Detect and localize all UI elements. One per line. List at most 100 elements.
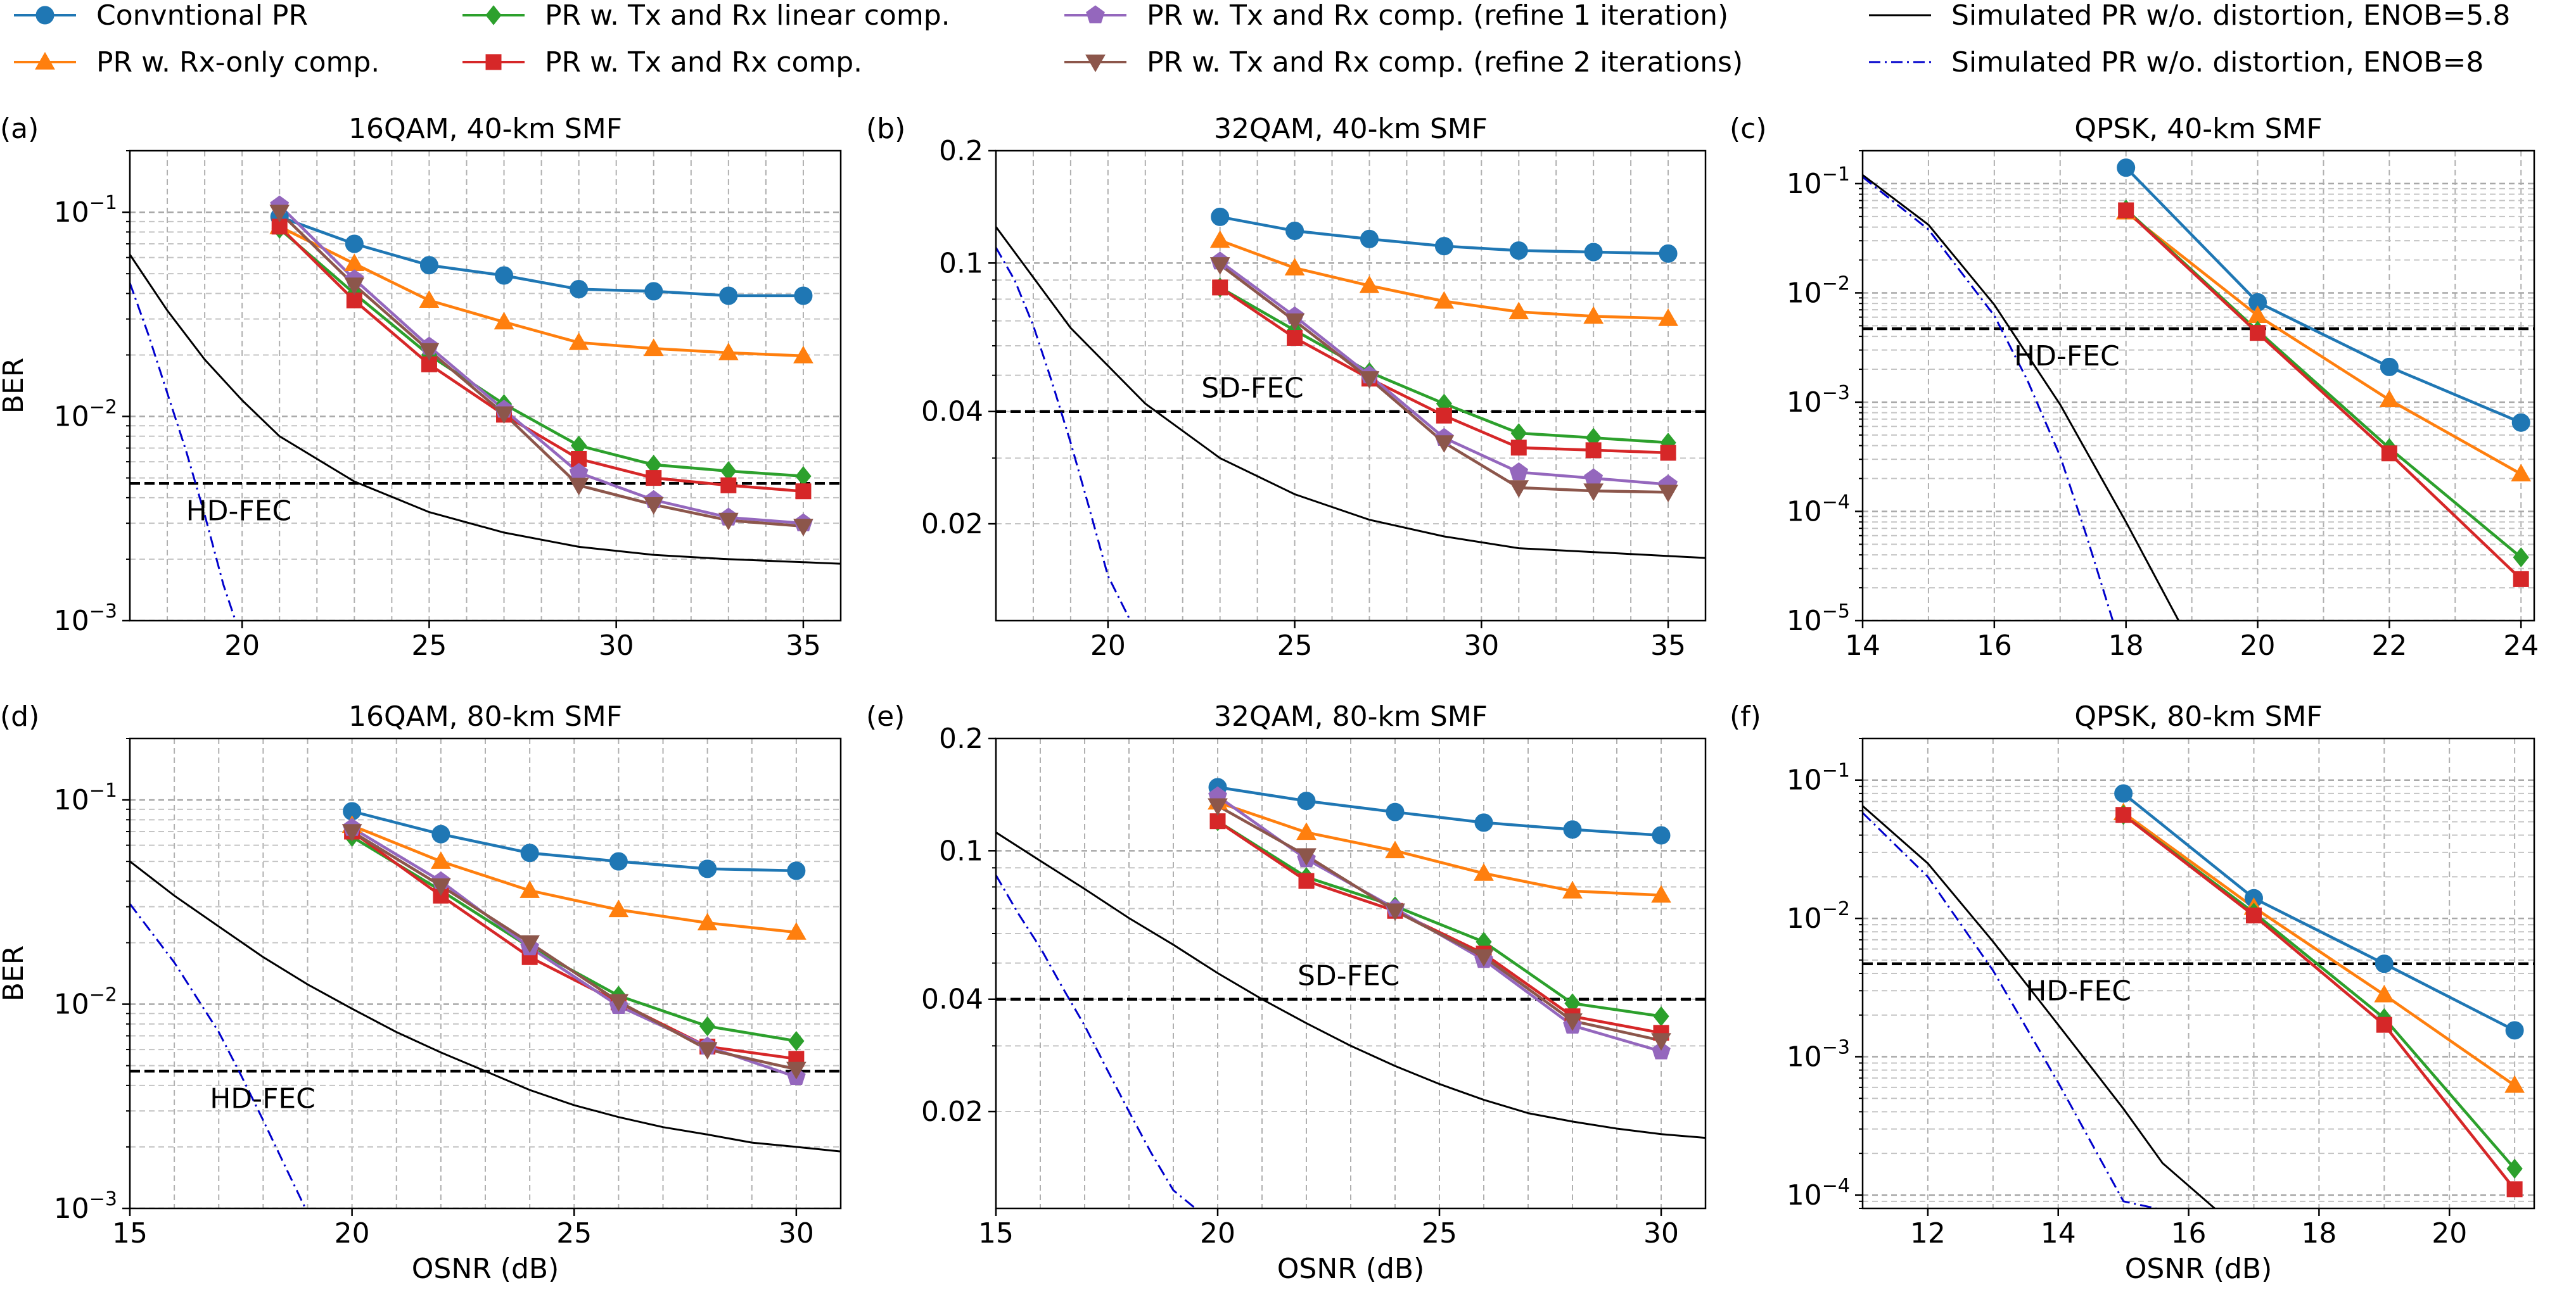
data-point-txrx (2118, 202, 2134, 218)
data-point-conv (1386, 802, 1405, 821)
series-line-rxonly (1217, 801, 1662, 897)
data-point-ref2 (1583, 483, 1604, 502)
data-point-rxonly (2379, 390, 2400, 408)
series-group (996, 785, 1706, 1208)
data-point-ref1 (1509, 462, 1529, 481)
data-point-conv (2117, 158, 2136, 177)
legend-entry-sim58: Simulated PR w/o. distortion, ENOB=5.8 (1869, 0, 2510, 32)
data-point-ref2 (1284, 313, 1305, 331)
axes-frame (129, 737, 842, 1210)
data-point-txrx (1510, 440, 1527, 456)
series-line-lin (278, 227, 804, 478)
series-line-conv (1217, 785, 1662, 837)
data-point-conv (2505, 1021, 2524, 1040)
data-point-rxonly (1284, 258, 1305, 276)
data-point-conv (1297, 792, 1316, 811)
data-point-rxonly (419, 290, 440, 308)
y-tick-label: 0.1 (939, 247, 983, 279)
x-tick-label: 30 (779, 1217, 814, 1250)
panel-b: 20 25 30 35 0.02 0.04 0.1 0.2 32QAM, 40-km SMF (b… (866, 113, 1707, 662)
series-line-conv (352, 809, 796, 873)
x-tick-label: 20 (1090, 630, 1126, 662)
series-line-lin (1216, 820, 1662, 1018)
legend-entry-sim8: Simulated PR w/o. distortion, ENOB=8 (1869, 46, 2484, 79)
data-point-lin (788, 1030, 805, 1051)
grid (130, 151, 841, 621)
data-point-rxonly (1385, 840, 1405, 859)
y-tick-label: 10−1 (54, 192, 117, 229)
data-point-txrx (2513, 571, 2529, 587)
data-point-ref2 (1658, 484, 1678, 503)
data-point-conv (1474, 813, 1493, 832)
data-point-txrx (1436, 407, 1452, 424)
data-point-lin (2513, 547, 2529, 567)
data-point-ref2 (568, 478, 589, 496)
panel-c: 14 16 18 20 22 24 10−5 10−4 10−3 10−2 10−1 QPSK, 40… (1730, 113, 2539, 662)
data-point-rxonly (2374, 984, 2395, 1003)
data-point-conv (1563, 820, 1582, 839)
legend-label-ref1: PR w. Tx and Rx comp. (refine 1 iteratio… (1147, 0, 1728, 32)
data-point-txrx (2250, 325, 2266, 341)
x-tick-label: 20 (1200, 1217, 1235, 1250)
data-point-ref1 (1584, 468, 1604, 486)
legend-entry-conv: Convntional PR (14, 0, 308, 32)
data-point-conv (495, 266, 514, 285)
series-line-ref2 (351, 830, 797, 1071)
data-point-conv (1434, 237, 1453, 256)
series-line-conv (279, 215, 803, 298)
data-point-conv (1509, 241, 1528, 260)
data-point-ref2 (697, 1042, 718, 1060)
data-point-rxonly (786, 922, 807, 940)
series-line-rxonly (2122, 811, 2516, 1087)
legend-marker-lin (485, 5, 502, 25)
series-line-sim58 (996, 226, 1706, 559)
series-line-ref2 (278, 211, 804, 528)
data-point-ref2 (1359, 371, 1380, 389)
data-point-conv (719, 286, 738, 305)
data-point-rxonly (431, 851, 451, 869)
series-line-conv (2125, 167, 2522, 424)
x-tick-label: 30 (1463, 630, 1499, 662)
x-tick-label: 35 (786, 630, 821, 662)
series-line-sim8 (1863, 812, 2157, 1208)
y-tick-label: 0.02 (921, 1096, 983, 1128)
data-point-txrx (2381, 445, 2397, 462)
x-tick-label: 24 (2503, 630, 2539, 662)
data-point-rxonly (520, 880, 540, 898)
y-tick-label: 10−4 (1787, 491, 1850, 528)
y-tick-label: 10−3 (54, 600, 117, 637)
series-group (996, 215, 1706, 621)
x-tick-label: 18 (2108, 630, 2144, 662)
series-line-ref2 (1216, 804, 1662, 1042)
panel-title: 32QAM, 40-km SMF (1214, 113, 1488, 145)
data-point-lin (2506, 1158, 2523, 1179)
data-point-txrx (1585, 442, 1602, 459)
data-point-conv (1285, 221, 1304, 240)
panel-tag: (e) (866, 700, 905, 733)
x-tick-label: 35 (1650, 630, 1686, 662)
data-point-rxonly (718, 342, 739, 360)
data-point-conv (1211, 207, 1230, 226)
series-line-sim58 (1863, 174, 2180, 621)
series-line-rxonly (279, 225, 803, 358)
data-point-txrx (346, 292, 362, 308)
panel-d: 15 20 25 30 10−3 10−2 10−1 16QAM, 80-km SMF (d) H… (0, 700, 842, 1285)
legend-marker-ref1 (1086, 5, 1105, 23)
y-axis-label: BER (0, 946, 30, 1002)
legend-label-conv: Convntional PR (96, 0, 308, 32)
data-point-ref2 (341, 824, 362, 842)
panel-title: QPSK, 80-km SMF (2074, 700, 2322, 733)
axes-frame (995, 149, 1707, 622)
data-point-rxonly (1474, 863, 1494, 881)
panel-e: 15 20 25 30 0.02 0.04 0.1 0.2 32QAM, 80-km SMF (e… (866, 700, 1707, 1285)
panel-a: 20 25 30 35 10−3 10−2 10−1 16QAM, 40-km SMF (a) H… (0, 113, 842, 662)
series-line-ref1 (278, 204, 804, 525)
x-axis-label: OSNR (dB) (2125, 1253, 2272, 1285)
series-line-sim58 (996, 832, 1706, 1139)
data-point-ref2 (494, 406, 514, 424)
fec-threshold-label: HD-FEC (2014, 340, 2120, 372)
legend-entry-ref1: PR w. Tx and Rx comp. (refine 1 iteratio… (1064, 0, 1728, 32)
data-point-ref2 (718, 512, 739, 531)
x-tick-label: 22 (2371, 630, 2407, 662)
